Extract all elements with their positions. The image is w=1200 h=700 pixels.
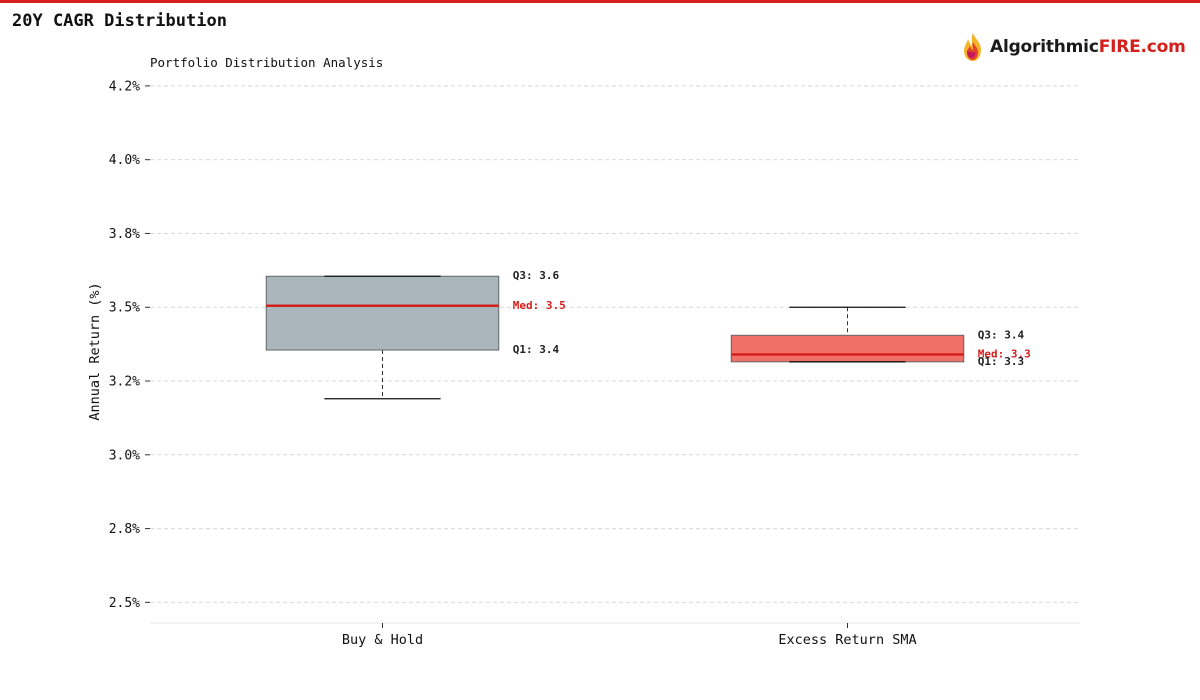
y-tick-label: 2.8% [109,522,140,537]
q1-annotation: Q1: 3.3 [978,355,1024,368]
q3-annotation: Q3: 3.6 [513,269,560,282]
box-buy-and-hold: Q3: 3.6 Med: 3.5 Q1: 3.4 [265,269,566,400]
q3-annotation: Q3: 3.4 [978,328,1025,341]
y-tick-label: 3.8% [109,227,140,242]
median-annotation: Med: 3.5 [513,299,566,312]
q1-annotation: Q1: 3.4 [513,343,560,356]
y-tick-label: 3.2% [109,375,140,390]
brand-logo[interactable]: AlgorithmicFIRE.com [960,31,1186,63]
page-title: 20Y CAGR Distribution [12,11,227,31]
y-tick-label: 4.2% [109,79,140,94]
box-layer: Q3: 3.6 Med: 3.5 Q1: 3.4 Q3: 3.4 Med: 3.3Q1:… [265,269,1031,400]
box-excess-return-sma: Q3: 3.4 Med: 3.3Q1: 3.3 [730,306,1031,368]
x-category-label: Excess Return SMA [778,632,916,648]
logo-text-accent: FIRE.com [1098,37,1186,57]
y-tick-label: 3.5% [109,301,140,316]
iqr-box [265,275,500,351]
flame-icon [964,33,981,61]
logo-text-main: Algorithmic [990,37,1099,57]
grid-lines [150,85,1080,603]
chart-subtitle: Portfolio Distribution Analysis [150,55,384,70]
median-annotation: Med: 3.3 [978,347,1031,360]
y-axis-label: Annual Return (%) [87,282,103,420]
category-labels: Buy & Hold Excess Return SMA [342,623,917,648]
y-axis-ticks: 2.5% 2.8% 3.0% 3.2% 3.5% 3.8% 4.0% 4.2% [109,79,150,611]
iqr-box [730,334,965,363]
y-tick-label: 3.0% [109,448,140,463]
x-category-label: Buy & Hold [342,632,423,648]
y-tick-label: 4.0% [109,153,140,168]
y-tick-label: 2.5% [109,596,140,611]
logo-wordmark: AlgorithmicFIRE.com [990,37,1186,57]
accent-top-bar [0,0,1200,3]
